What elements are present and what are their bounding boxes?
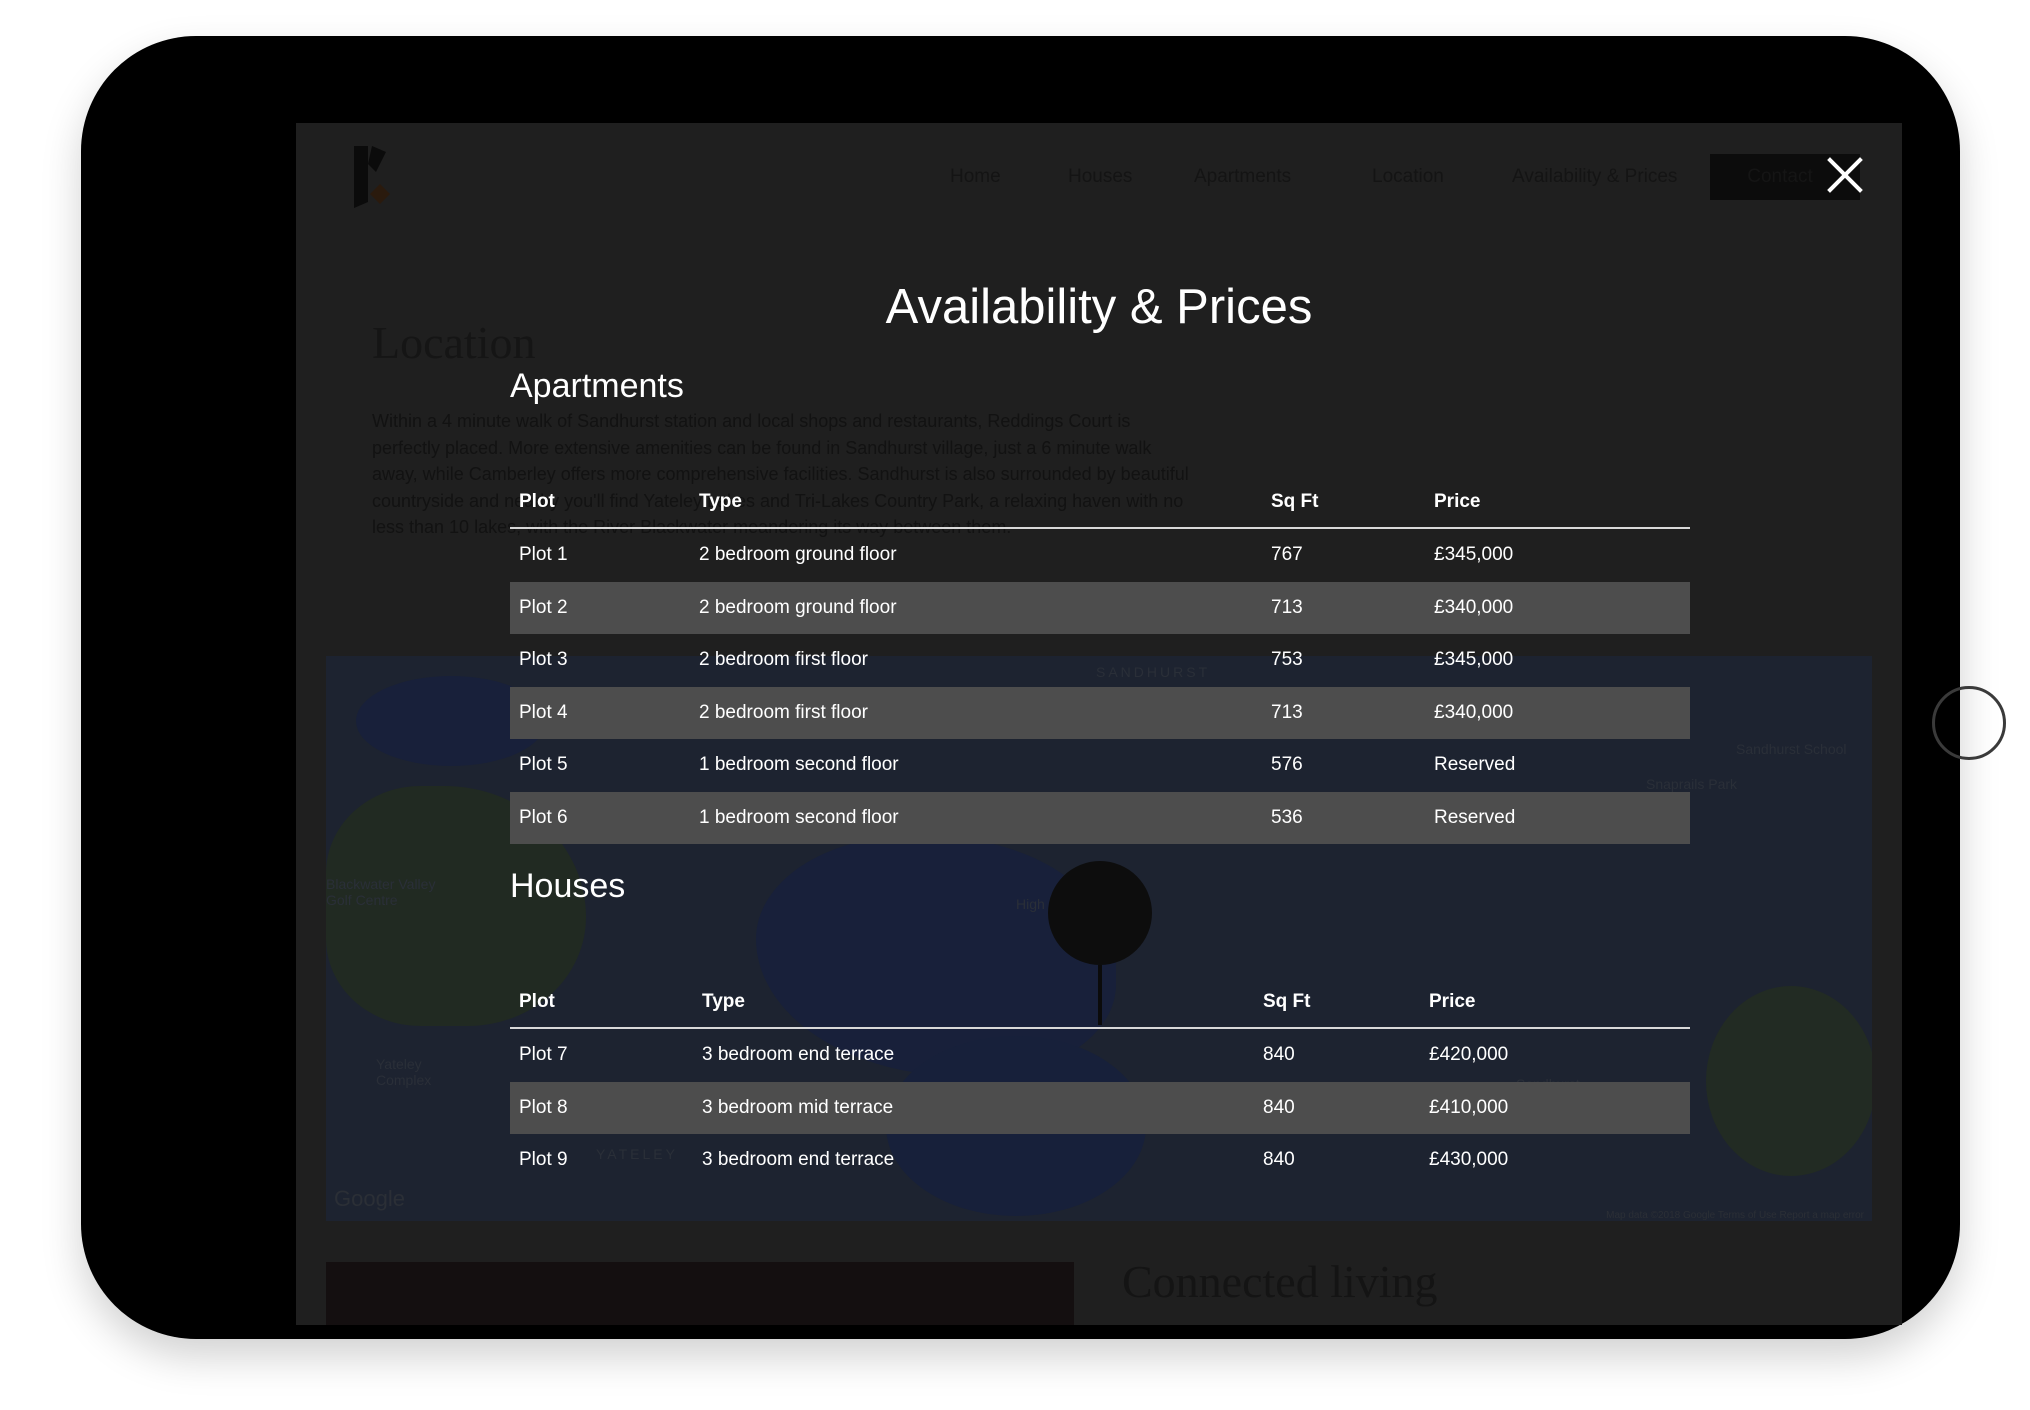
houses-table: Plot Type Sq Ft Price Plot 7 3 bedroom e… [510,991,1690,1187]
table-header: Plot Type Sq Ft Price [510,477,1690,529]
cell-price: £345,000 [1434,649,1514,671]
cell-price: £340,000 [1434,596,1514,618]
table-row: Plot 5 1 bedroom second floor 576 Reserv… [510,739,1690,792]
cell-sqft: 713 [1271,701,1303,723]
screen: Home Houses Apartments Location Availabi… [296,123,1902,1325]
map-label: Sandhurst School [1736,741,1847,757]
connected-living-image [326,1262,1074,1325]
cell-sqft: 840 [1263,1096,1295,1118]
table-row: Plot 7 3 bedroom end terrace 840 £420,00… [510,1029,1690,1082]
nav-location[interactable]: Location [1372,166,1444,187]
map-lake [756,836,1116,1076]
map-park-area [1706,986,1872,1176]
modal-title: Availability & Prices [885,280,1313,334]
table-row: Plot 8 3 bedroom mid terrace 840 £410,00… [510,1081,1690,1134]
cell-sqft: 767 [1271,544,1303,566]
cell-type: 2 bedroom first floor [699,701,868,723]
cell-sqft: 576 [1271,754,1303,776]
apartments-heading: Apartments [510,367,684,405]
cell-plot: Plot 9 [519,1149,568,1171]
cell-sqft: 536 [1271,806,1303,828]
table-row: Plot 6 1 bedroom second floor 536 Reserv… [510,791,1690,844]
cell-type: 2 bedroom ground floor [699,544,897,566]
nav-availability[interactable]: Availability & Prices [1512,166,1678,187]
cell-type: 1 bedroom second floor [699,754,899,776]
cell-plot: Plot 8 [519,1096,568,1118]
google-logo: Google [334,1186,405,1211]
apartments-table: Plot Type Sq Ft Price Plot 1 2 bedroom g… [510,491,1690,844]
table-row: Plot 4 2 bedroom first floor 713 £340,00… [510,686,1690,739]
column-header-plot: Plot [519,991,555,1012]
column-header-sqft: Sq Ft [1263,991,1311,1012]
cell-price: £340,000 [1434,701,1514,723]
close-icon[interactable] [1825,155,1865,195]
cell-sqft: 753 [1271,649,1303,671]
map-label: Blackwater Valley Golf Centre [326,876,436,908]
location-heading: Location [372,317,536,368]
houses-heading: Houses [510,867,626,905]
cell-price: £345,000 [1434,544,1514,566]
map-marker-stem [1098,965,1102,1025]
table-row: Plot 2 2 bedroom ground floor 713 £340,0… [510,581,1690,634]
cell-plot: Plot 1 [519,544,568,566]
cell-type: 2 bedroom ground floor [699,596,897,618]
map-footer: Map data ©2018 Google Terms of Use Repor… [1606,1210,1864,1221]
nav-apartments[interactable]: Apartments [1194,166,1292,187]
cell-plot: Plot 2 [519,596,568,618]
cell-price: £420,000 [1429,1044,1509,1066]
column-header-price: Price [1429,991,1476,1012]
brand-logo [354,146,390,208]
cell-plot: Plot 3 [519,649,568,671]
cell-plot: Plot 6 [519,806,568,828]
map-marker-icon [1048,861,1152,965]
tablet-frame: Home Houses Apartments Location Availabi… [81,36,2006,1339]
cell-price: Reserved [1434,754,1516,776]
cell-type: 3 bedroom end terrace [702,1149,895,1171]
table-row: Plot 1 2 bedroom ground floor 767 £345,0… [510,529,1690,582]
cell-price: £430,000 [1429,1149,1509,1171]
column-header-price: Price [1434,491,1481,512]
table-header: Plot Type Sq Ft Price [510,977,1690,1029]
cell-plot: Plot 4 [519,701,568,723]
background-website: Home Houses Apartments Location Availabi… [296,123,1902,1325]
cell-sqft: 840 [1263,1149,1295,1171]
connected-living-heading: Connected living [1122,1256,1438,1307]
map-label: YATELEY [596,1146,678,1162]
cell-type: 3 bedroom mid terrace [702,1096,894,1118]
map-label: SANDHURST [1096,664,1211,680]
column-header-type: Type [702,991,745,1012]
location-paragraph: Within a 4 minute walk of Sandhurst stat… [372,411,1189,537]
cell-price: Reserved [1434,806,1516,828]
contact-button[interactable]: Contact [1710,154,1860,200]
column-header-type: Type [699,491,742,512]
cell-type: 2 bedroom first floor [699,649,868,671]
column-header-sqft: Sq Ft [1271,491,1319,512]
cell-price: £410,000 [1429,1096,1509,1118]
column-header-plot: Plot [519,491,555,512]
cell-plot: Plot 7 [519,1044,568,1066]
map-label: Yateley Complex [376,1056,432,1088]
home-button[interactable] [1932,686,2006,760]
nav-houses[interactable]: Houses [1068,166,1133,187]
cell-type: 3 bedroom end terrace [702,1044,895,1066]
table-row: Plot 9 3 bedroom end terrace 840 £430,00… [510,1134,1690,1187]
cell-sqft: 840 [1263,1044,1295,1066]
map-label: Snaprails Park [1646,776,1738,792]
nav-home[interactable]: Home [950,166,1001,187]
cell-plot: Plot 5 [519,754,568,776]
cell-type: 1 bedroom second floor [699,806,899,828]
cell-sqft: 713 [1271,596,1303,618]
table-row: Plot 3 2 bedroom first floor 753 £345,00… [510,634,1690,687]
